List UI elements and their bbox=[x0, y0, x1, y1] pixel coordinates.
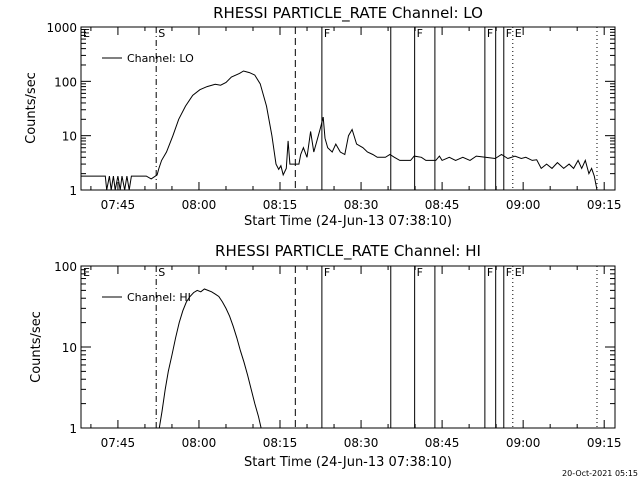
lo-y-tick-label: 1000 bbox=[46, 21, 77, 35]
hi-ticks bbox=[81, 266, 615, 429]
hi-x-tick-label: 09:15 bbox=[587, 436, 622, 450]
lo-ticks bbox=[81, 27, 615, 191]
hi-event-marker-label: F bbox=[487, 266, 493, 279]
hi-y-tick-label: 10 bbox=[62, 341, 77, 355]
hi-x-tick-label: 09:00 bbox=[506, 436, 541, 450]
lo-series-line bbox=[81, 70, 598, 191]
hi-event-marker-label: E bbox=[515, 266, 522, 279]
lo-event-marker-label: F bbox=[506, 27, 512, 40]
hi-tick-labels: 07:45 08:00 08:15 08:30 08:45 09:00 09:15 1 10 10… bbox=[54, 260, 621, 450]
lo-plot-frame bbox=[80, 26, 616, 191]
hi-event-marker-label: F bbox=[506, 266, 512, 279]
hi-event-marker-label: F bbox=[417, 266, 423, 279]
lo-legend-label: Channel: LO bbox=[127, 52, 194, 65]
lo-x-axis-label: Start Time (24-Jun-13 07:38:10) bbox=[244, 214, 452, 229]
lo-tick-labels: 07:45 08:00 08:15 08:30 08:45 09:00 09:15 1 10 10… bbox=[46, 21, 621, 212]
lo-y-tick-label: 10 bbox=[62, 130, 77, 144]
generation-date: 20-Oct-2021 05:15 bbox=[562, 469, 638, 478]
hi-series-line bbox=[158, 288, 262, 429]
hi-y-tick-label: 100 bbox=[54, 260, 77, 274]
lo-event-marker-label: E bbox=[83, 27, 90, 40]
hi-y-axis-label: Counts/sec bbox=[29, 311, 44, 383]
lo-y-tick-label: 100 bbox=[54, 75, 77, 89]
lo-y-axis-label: Counts/sec bbox=[24, 72, 39, 144]
hi-chart-title: RHESSI PARTICLE_RATE Channel: HI bbox=[215, 242, 481, 261]
hi-x-tick-label: 08:45 bbox=[425, 436, 460, 450]
lo-chart-title: RHESSI PARTICLE_RATE Channel: LO bbox=[213, 4, 483, 23]
hi-event-marker-label: S bbox=[158, 266, 165, 279]
lo-x-tick-label: 08:45 bbox=[425, 198, 460, 212]
lo-legend: Channel: LO bbox=[102, 52, 194, 65]
lo-x-tick-label: 08:00 bbox=[182, 198, 217, 212]
lo-event-marker-label: F bbox=[487, 27, 493, 40]
lo-event-marker-label: S bbox=[158, 27, 165, 40]
lo-event-marker-label: F bbox=[417, 27, 423, 40]
hi-x-tick-label: 08:30 bbox=[344, 436, 379, 450]
lo-y-tick-label: 1 bbox=[69, 184, 77, 198]
lo-x-tick-label: 07:45 bbox=[101, 198, 136, 212]
hi-event-marker-label: E bbox=[83, 266, 90, 279]
hi-legend-label: Channel: HI bbox=[127, 291, 191, 304]
lo-x-tick-label: 08:30 bbox=[344, 198, 379, 212]
hi-y-tick-label: 1 bbox=[69, 422, 77, 436]
hi-x-tick-label: 07:45 bbox=[101, 436, 136, 450]
hi-legend: Channel: HI bbox=[102, 291, 191, 304]
lo-x-tick-label: 09:15 bbox=[587, 198, 622, 212]
hi-event-marker-label: F bbox=[324, 266, 330, 279]
hi-x-tick-label: 08:15 bbox=[263, 436, 298, 450]
hi-x-axis-label: Start Time (24-Jun-13 07:38:10) bbox=[244, 455, 452, 470]
lo-x-tick-label: 08:15 bbox=[263, 198, 298, 212]
lo-event-marker-label: F bbox=[324, 27, 330, 40]
hi-x-tick-label: 08:00 bbox=[182, 436, 217, 450]
lo-event-marker-label: E bbox=[515, 27, 522, 40]
lo-x-tick-label: 09:00 bbox=[506, 198, 541, 212]
